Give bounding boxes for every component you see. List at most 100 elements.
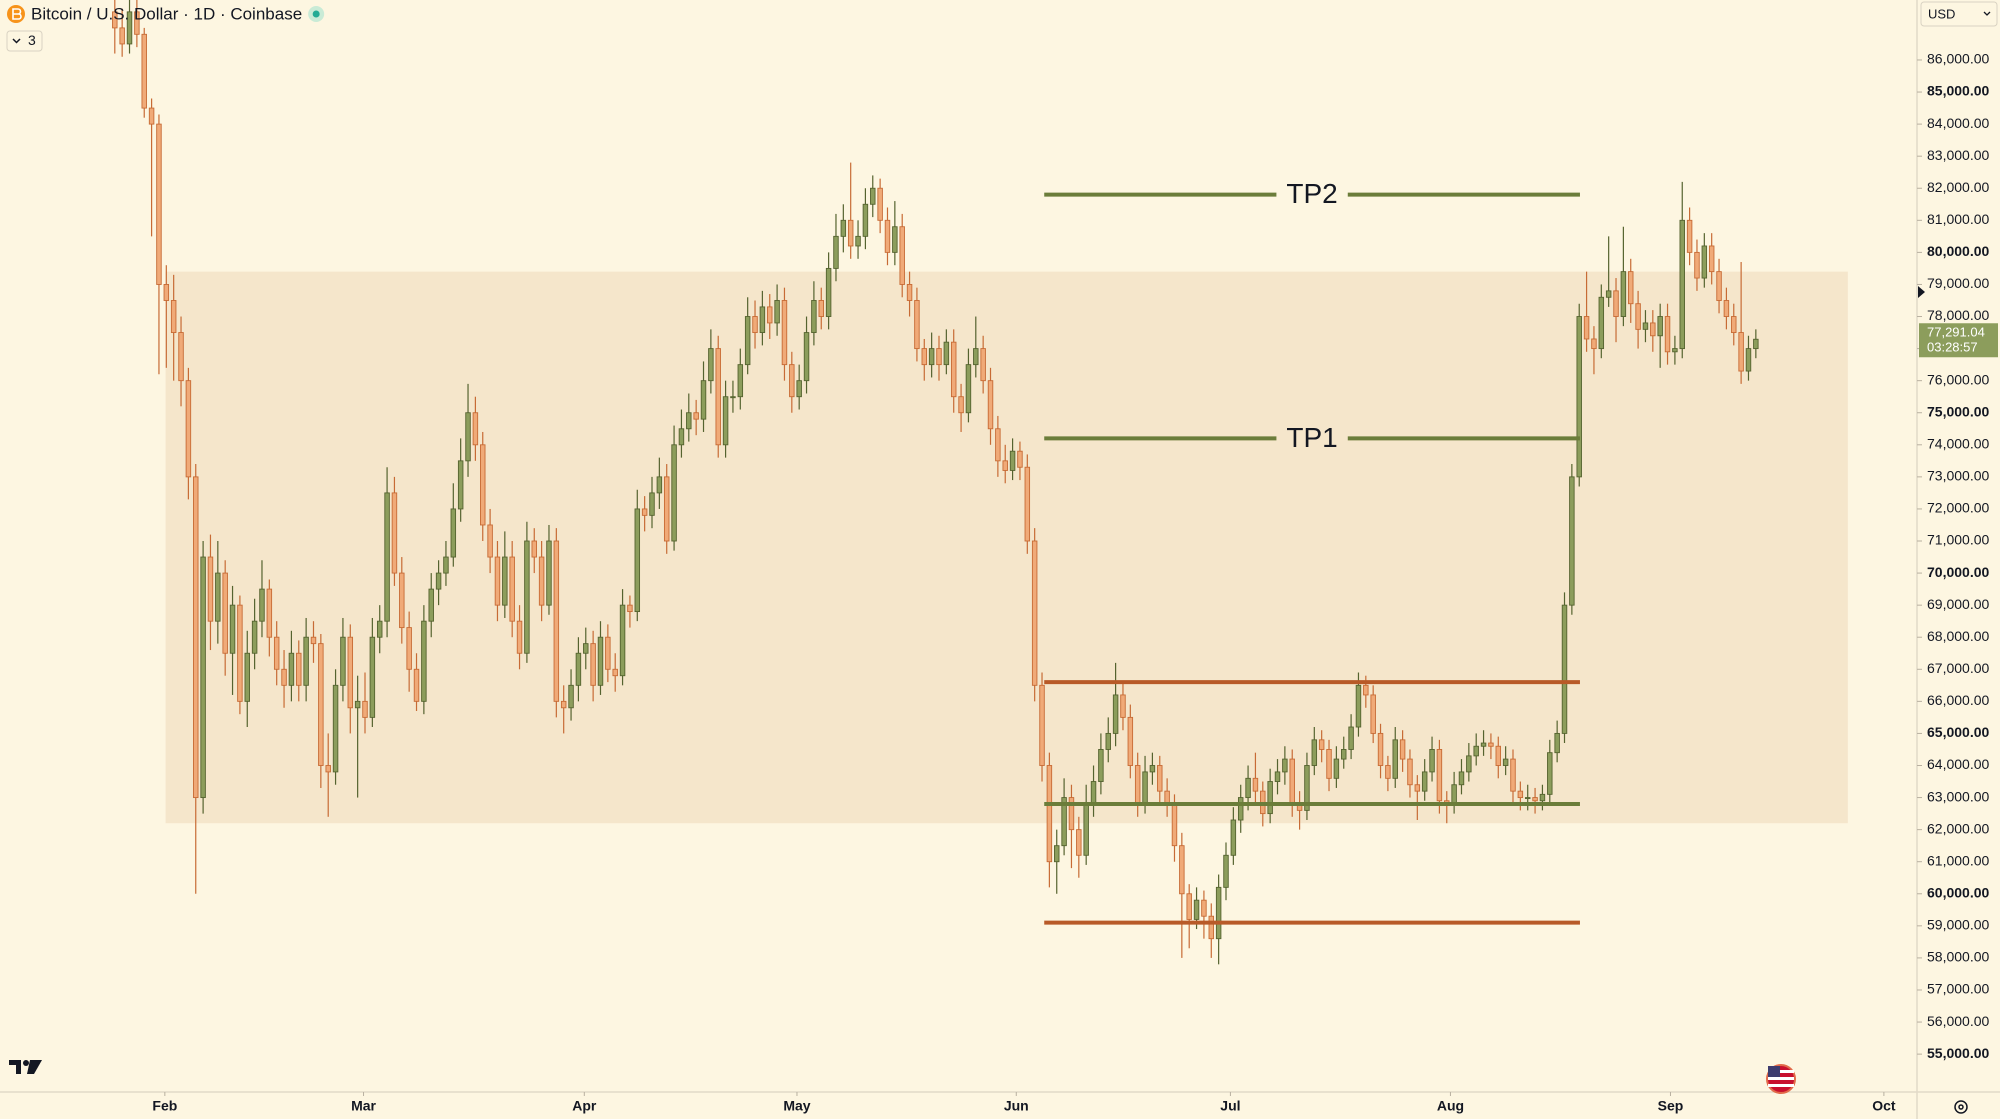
candle-body [1628, 271, 1634, 305]
candle-body [1061, 797, 1067, 847]
candle-body [376, 620, 383, 638]
y-tick-label: 82,000.00 [1927, 179, 1989, 195]
x-tick-label: Oct [1872, 1098, 1896, 1114]
candle-body [141, 33, 147, 109]
x-tick-label: Jun [1004, 1098, 1029, 1114]
x-tick-label: Aug [1437, 1098, 1464, 1114]
candle-body [914, 300, 920, 350]
candle-body [1024, 466, 1031, 542]
candle-body [1576, 316, 1582, 478]
candle-body [759, 306, 766, 334]
candle-body [281, 668, 287, 686]
candle-body [472, 412, 479, 446]
candle-body [553, 540, 560, 702]
flag-stripe [1768, 1077, 1794, 1080]
candle-body [1171, 803, 1178, 847]
last-price-box [1919, 323, 1998, 358]
candle-body [347, 636, 354, 709]
economic-events-icon[interactable] [1766, 1064, 1796, 1094]
candle-body [884, 219, 891, 253]
candle-body [1642, 322, 1649, 330]
candle-body [546, 540, 552, 606]
level-label: TP1 [1286, 422, 1337, 453]
candle-body [575, 652, 582, 686]
candle-body [877, 187, 883, 221]
candle-body [803, 332, 810, 382]
currency-dropdown[interactable] [1920, 1, 1998, 27]
candle-body [266, 588, 273, 638]
candle-body [1480, 742, 1487, 747]
candle-body [163, 284, 170, 301]
candle-body [1002, 460, 1008, 471]
candle-body [435, 572, 442, 590]
candle-body [1355, 684, 1362, 728]
candle-body [686, 412, 692, 430]
candle-body [1318, 739, 1325, 750]
candle-body [1385, 765, 1391, 779]
candle-body [1620, 271, 1627, 317]
candle-body [1414, 784, 1421, 792]
indicators-toggle[interactable] [6, 30, 43, 52]
candle-body [987, 380, 994, 430]
candle-body [310, 636, 317, 645]
candle-body [744, 316, 751, 366]
candle-body [605, 636, 611, 670]
flag-canton [1768, 1066, 1780, 1077]
candle-body [1333, 758, 1340, 779]
candle-body [1583, 316, 1590, 340]
candle-body [531, 540, 537, 558]
candle-body [619, 604, 626, 677]
candle-body [450, 508, 457, 558]
level-label: TP2 [1286, 178, 1337, 209]
candle-body [325, 765, 331, 773]
candle-body [1451, 784, 1457, 805]
candle-body [170, 300, 177, 334]
candle-body [1399, 739, 1406, 760]
y-tick-label: 58,000.00 [1927, 949, 1989, 965]
candle-body [1149, 765, 1156, 773]
candle-body [1120, 694, 1126, 718]
candle-body [781, 300, 788, 366]
candle-body [443, 556, 449, 574]
candle-body [1495, 745, 1502, 766]
flag-stripe [1768, 1084, 1794, 1087]
candle-body [693, 412, 699, 420]
candle-body [207, 556, 214, 622]
candle-body [1569, 476, 1575, 606]
candle-body [1510, 758, 1516, 792]
candle-body [1157, 765, 1163, 792]
candle-body [1304, 765, 1310, 811]
candle-body [332, 684, 339, 773]
candle-body [1605, 290, 1612, 298]
candle-body [1370, 694, 1376, 734]
candle-body [502, 556, 508, 606]
candle-body [340, 636, 346, 686]
candle-body [1421, 771, 1428, 792]
candle-body [973, 348, 979, 366]
candle-body [119, 27, 125, 45]
y-tick-label: 83,000.00 [1927, 147, 1989, 163]
candle-body [1694, 251, 1700, 279]
y-tick-label: 66,000.00 [1927, 692, 1989, 708]
candle-body [1311, 739, 1318, 766]
candle-body [1561, 604, 1568, 734]
candle-body [1083, 803, 1089, 856]
candle-body [1753, 338, 1759, 350]
candle-body [1407, 758, 1413, 786]
candle-body [200, 556, 206, 799]
candle-body [862, 203, 869, 237]
candle-body [1466, 755, 1472, 773]
candle-body [1664, 316, 1671, 353]
candle-body [943, 341, 950, 366]
candle-body [1134, 765, 1141, 805]
candle-body [965, 364, 972, 414]
candle-body [715, 348, 721, 446]
settings-button[interactable] [1954, 1100, 1968, 1114]
candle-body [1237, 797, 1244, 821]
candle-body [428, 588, 434, 622]
candle-body [413, 668, 420, 702]
candle-body [590, 643, 596, 686]
candle-body [1230, 819, 1237, 856]
y-tick-label: 74,000.00 [1927, 436, 1989, 452]
